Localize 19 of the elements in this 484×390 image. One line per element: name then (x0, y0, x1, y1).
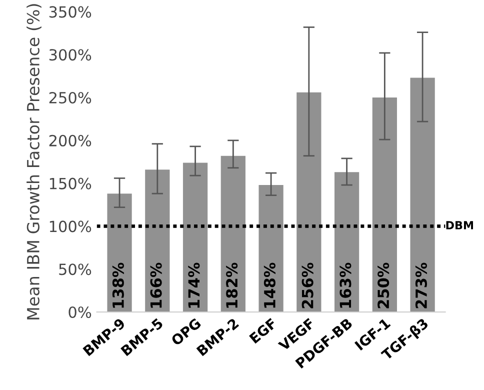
data-label: 138% (112, 262, 124, 308)
y-tick-label: 350% (49, 6, 92, 18)
data-label: 256% (302, 262, 314, 308)
y-axis-title: Mean IBM Growth Factor Presence (%) (26, 4, 42, 320)
data-label: 250% (378, 262, 390, 308)
data-label: 166% (150, 262, 162, 308)
data-label: 273% (415, 262, 427, 308)
y-tick-label: 250% (49, 92, 92, 104)
y-tick-label: 0% (68, 306, 92, 318)
data-label: 182% (226, 262, 238, 308)
y-tick-label: 200% (49, 134, 92, 146)
y-tick-label: 100% (50, 220, 92, 232)
ref-line-label: DBM (446, 221, 474, 230)
data-label: 174% (188, 262, 200, 308)
data-label: 163% (340, 262, 352, 308)
y-tick-label: 150% (50, 178, 92, 190)
y-tick-label: 300% (49, 49, 92, 61)
y-tick-label: 50% (59, 264, 92, 276)
data-label: 148% (264, 262, 276, 308)
